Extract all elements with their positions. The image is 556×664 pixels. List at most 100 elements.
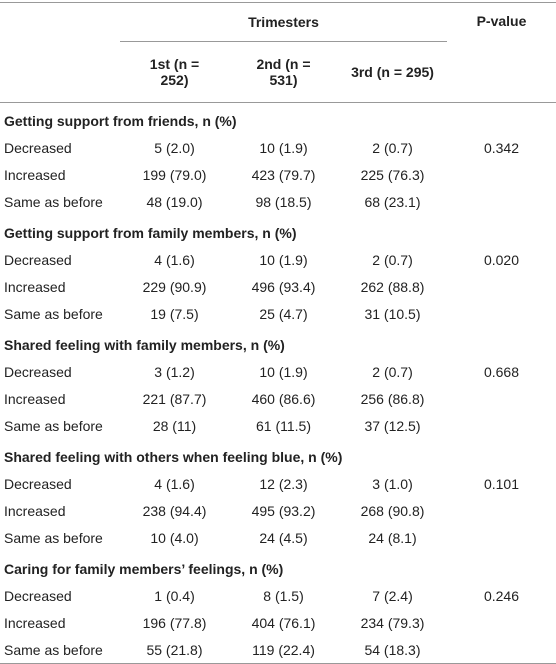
cell: 256 (86.8): [360, 390, 425, 407]
cell: 10 (1.9): [259, 251, 308, 268]
section-title: Getting support from family members, n (…: [4, 224, 297, 241]
row-label: Same as before: [4, 417, 103, 434]
row-label: Same as before: [4, 193, 103, 210]
cell: 268 (90.8): [360, 502, 425, 519]
row-label: Decreased: [4, 587, 72, 604]
data-row: Decreased 4 (1.6) 12 (2.3) 3 (1.0) 0.101: [0, 470, 556, 497]
section-title: Shared feeling with others when feeling …: [4, 448, 343, 465]
data-row: Same as before 28 (11) 61 (11.5) 37 (12.5): [0, 412, 556, 439]
cell: 10 (1.9): [259, 363, 308, 380]
cell: 12 (2.3): [259, 475, 308, 492]
section-title: Caring for family members’ feelings, n (…: [4, 560, 284, 577]
cell: 5 (2.0): [154, 139, 195, 156]
cell: 404 (76.1): [251, 614, 316, 631]
empty-cell: [447, 385, 556, 412]
column-header: 3rd (n = 295): [351, 64, 434, 80]
section-title: Shared feeling with family members, n (%…: [4, 336, 285, 353]
cell: 423 (79.7): [251, 166, 316, 183]
cell: 460 (86.6): [251, 390, 316, 407]
cell: 24 (4.5): [259, 529, 308, 546]
cell: 28 (11): [152, 417, 197, 434]
p-value: 0.101: [483, 475, 520, 492]
subheader-row: 1st (n = 252) 2nd (n = 531) 3rd (n = 295): [0, 41, 556, 103]
data-row: Same as before 10 (4.0) 24 (4.5) 24 (8.1): [0, 524, 556, 551]
data-row: Decreased 5 (2.0) 10 (1.9) 2 (0.7) 0.342: [0, 134, 556, 161]
row-label: Decreased: [4, 251, 72, 268]
cell: 221 (87.7): [142, 390, 207, 407]
cell: 10 (4.0): [150, 529, 199, 546]
empty-cell: [447, 188, 556, 215]
empty-cell: [447, 497, 556, 524]
cell: 3 (1.0): [372, 475, 413, 492]
data-row: Increased 229 (90.9) 496 (93.4) 262 (88.8): [0, 273, 556, 300]
empty-cell: [447, 609, 556, 636]
data-row: Increased 238 (94.4) 495 (93.2) 268 (90.8): [0, 497, 556, 524]
cell: 68 (23.1): [364, 193, 421, 210]
p-value: 0.246: [483, 587, 520, 604]
column-header: 2nd (n = 531): [256, 56, 311, 88]
row-label: Decreased: [4, 475, 72, 492]
cell: 31 (10.5): [364, 305, 421, 322]
cell: 2 (0.7): [372, 363, 413, 380]
cell: 4 (1.6): [154, 251, 195, 268]
row-label: Decreased: [4, 363, 72, 380]
data-row: Decreased 3 (1.2) 10 (1.9) 2 (0.7) 0.668: [0, 358, 556, 385]
cell: 25 (4.7): [259, 305, 308, 322]
section-title: Getting support from friends, n (%): [4, 112, 237, 129]
data-row: Same as before 48 (19.0) 98 (18.5) 68 (23.1…: [0, 188, 556, 215]
cell: 37 (12.5): [364, 417, 421, 434]
cell: 19 (7.5): [150, 305, 199, 322]
row-label: Increased: [4, 278, 66, 295]
column-header: 1st (n = 252): [149, 56, 200, 88]
group-header: Trimesters: [120, 2, 447, 42]
cell: 2 (0.7): [372, 251, 413, 268]
row-label: Same as before: [4, 305, 103, 322]
cell: 8 (1.5): [263, 587, 304, 604]
row-label: Decreased: [4, 139, 72, 156]
row-label: Increased: [4, 166, 66, 183]
data-row: Increased 196 (77.8) 404 (76.1) 234 (79.3): [0, 609, 556, 636]
cell: 262 (88.8): [360, 278, 425, 295]
empty-cell: [447, 161, 556, 188]
data-row: Same as before 19 (7.5) 25 (4.7) 31 (10.5): [0, 300, 556, 327]
empty-cell: [447, 273, 556, 300]
cell: 199 (79.0): [142, 166, 207, 183]
row-label: Increased: [4, 390, 66, 407]
column-header-cell: 1st (n = 252): [120, 41, 229, 103]
cell: 61 (11.5): [256, 417, 311, 434]
cell: 98 (18.5): [255, 193, 312, 210]
data-row: Increased 221 (87.7) 460 (86.6) 256 (86.8): [0, 385, 556, 412]
cell: 1 (0.4): [154, 587, 195, 604]
section-row: Caring for family members’ feelings, n (…: [0, 551, 556, 582]
data-row: Decreased 1 (0.4) 8 (1.5) 7 (2.4) 0.246: [0, 582, 556, 609]
column-header-cell: 3rd (n = 295): [338, 41, 447, 103]
table-body: Getting support from friends, n (%) Decre…: [0, 103, 556, 664]
data-row: Increased 199 (79.0) 423 (79.7) 225 (76.3): [0, 161, 556, 188]
cell: 196 (77.8): [142, 614, 207, 631]
cell: 225 (76.3): [360, 166, 425, 183]
p-value: 0.020: [483, 251, 520, 268]
data-row: Decreased 4 (1.6) 10 (1.9) 2 (0.7) 0.020: [0, 246, 556, 273]
row-label: Increased: [4, 502, 66, 519]
row-label: Same as before: [4, 529, 103, 546]
cell: 229 (90.9): [142, 278, 207, 295]
section-row: Shared feeling with others when feeling …: [0, 439, 556, 470]
p-value-header: P-value: [447, 2, 556, 103]
cell: 48 (19.0): [146, 193, 203, 210]
cell: 238 (94.4): [142, 502, 207, 519]
cell: 7 (2.4): [372, 587, 413, 604]
p-value: 0.342: [483, 139, 520, 156]
cell: 2 (0.7): [372, 139, 413, 156]
header-blank: [0, 41, 120, 103]
cell: 4 (1.6): [154, 475, 195, 492]
header-blank: [0, 3, 120, 42]
cell: 496 (93.4): [251, 278, 316, 295]
cell: 234 (79.3): [360, 614, 425, 631]
cell: 10 (1.9): [259, 139, 308, 156]
section-row: Shared feeling with family members, n (%…: [0, 327, 556, 358]
header-row: Trimesters P-value: [0, 2, 556, 103]
empty-cell: [447, 412, 556, 439]
cell: 495 (93.2): [251, 502, 316, 519]
